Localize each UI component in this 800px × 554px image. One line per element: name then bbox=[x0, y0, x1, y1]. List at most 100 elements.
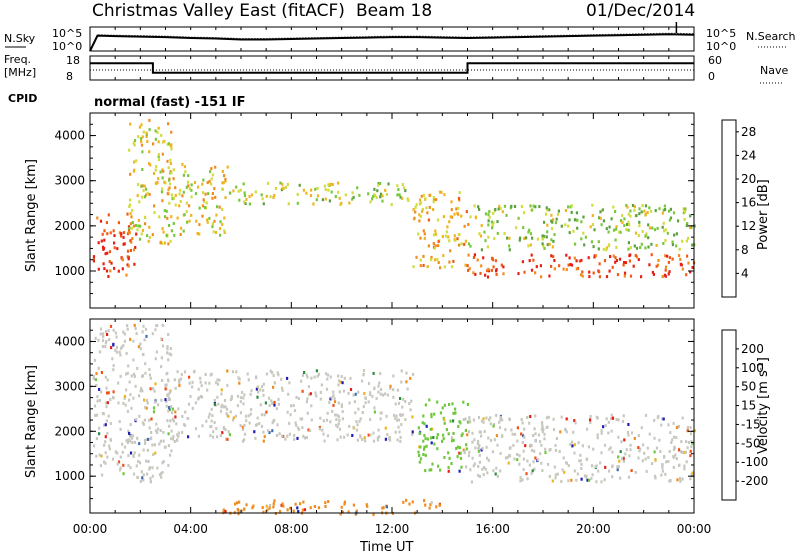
power-cell bbox=[538, 205, 541, 209]
power-cell bbox=[506, 236, 509, 240]
velocity-cell bbox=[241, 425, 244, 429]
velocity-cell bbox=[174, 410, 177, 414]
velocity-cell bbox=[356, 423, 359, 427]
power-cell bbox=[655, 244, 658, 247]
velocity-cell bbox=[229, 410, 232, 414]
velocity-cell bbox=[254, 423, 258, 427]
power-cell bbox=[467, 253, 470, 257]
power-cell bbox=[420, 194, 423, 198]
power-cell bbox=[316, 186, 319, 190]
velocity-cell bbox=[458, 469, 461, 473]
velocity-cell bbox=[119, 455, 122, 459]
velocity-cell bbox=[468, 416, 471, 420]
velocity-cell bbox=[171, 411, 174, 415]
power-cell bbox=[242, 182, 245, 186]
velocity-cell bbox=[564, 428, 567, 432]
velocity-cell bbox=[206, 388, 209, 392]
velocity-cell bbox=[197, 387, 200, 391]
velocity-cell bbox=[287, 392, 290, 396]
velocity-cell bbox=[397, 418, 400, 422]
power-cell bbox=[438, 190, 442, 194]
velocity-cell bbox=[324, 501, 327, 505]
power-cell bbox=[154, 168, 157, 172]
power-cell bbox=[446, 225, 449, 229]
velocity-cell bbox=[349, 376, 352, 380]
velocity-cell bbox=[169, 419, 172, 423]
power-cell bbox=[169, 239, 172, 243]
velocity-cell bbox=[109, 324, 113, 328]
power-cell bbox=[442, 254, 445, 258]
velocity-cell bbox=[121, 442, 124, 446]
power-cell bbox=[687, 236, 690, 240]
power-cell bbox=[491, 226, 494, 230]
power-cell bbox=[128, 148, 131, 152]
power-cell bbox=[153, 211, 156, 215]
velocity-cell bbox=[267, 396, 271, 400]
velocity-cell bbox=[313, 375, 316, 379]
velocity-cell bbox=[611, 464, 614, 468]
velocity-cell bbox=[460, 434, 463, 438]
power-cell bbox=[226, 165, 229, 169]
power-cell bbox=[157, 153, 160, 157]
nsearch-label: N.Search bbox=[746, 30, 796, 43]
power-cell bbox=[450, 215, 454, 219]
power-cell bbox=[206, 181, 209, 185]
power-cell bbox=[219, 220, 222, 224]
velocity-cell bbox=[234, 414, 238, 418]
velocity-cell bbox=[127, 454, 130, 458]
velocity-cell bbox=[137, 345, 140, 349]
velocity-cell bbox=[164, 383, 167, 387]
power-cell bbox=[503, 204, 507, 208]
velocity-cell bbox=[97, 366, 100, 370]
velocity-cell bbox=[153, 389, 156, 393]
velocity-cell bbox=[314, 391, 317, 395]
power-cell bbox=[211, 192, 214, 195]
power-cell bbox=[159, 170, 162, 174]
power-cell bbox=[661, 225, 664, 229]
power-cell bbox=[424, 197, 427, 201]
power-cell bbox=[412, 208, 415, 212]
power-cell bbox=[691, 266, 694, 269]
power-cell bbox=[589, 225, 592, 229]
power-cell bbox=[474, 272, 477, 276]
power-cell bbox=[126, 255, 129, 259]
power-cell bbox=[374, 194, 377, 198]
power-cell bbox=[174, 203, 177, 207]
power-cell bbox=[522, 226, 525, 230]
power-cell bbox=[434, 229, 437, 233]
velocity-cell bbox=[483, 466, 486, 470]
velocity-cell bbox=[341, 410, 344, 414]
velocity-cell bbox=[275, 434, 279, 437]
velocity-cell bbox=[508, 417, 511, 421]
power-cell bbox=[121, 267, 124, 271]
velocity-cell bbox=[178, 381, 181, 385]
velocity-cell bbox=[141, 421, 144, 425]
velocity-cell bbox=[127, 438, 130, 442]
velocity-cell bbox=[458, 451, 461, 455]
power-cell bbox=[379, 195, 382, 199]
power-cell bbox=[218, 227, 222, 231]
velocity-cell bbox=[277, 373, 280, 377]
velocity-cell bbox=[155, 422, 158, 426]
velocity-cell bbox=[228, 433, 231, 437]
velocity-cell bbox=[452, 419, 455, 423]
velocity-cell bbox=[562, 456, 565, 460]
velocity-cell bbox=[462, 400, 465, 404]
velocity-cell bbox=[100, 390, 103, 394]
power-cell bbox=[351, 197, 354, 201]
velocity-cell bbox=[150, 436, 153, 440]
velocity-cell bbox=[219, 409, 223, 413]
power-cell bbox=[554, 221, 558, 225]
power-cell bbox=[434, 232, 438, 236]
power-cell bbox=[591, 203, 594, 207]
power-cell bbox=[298, 183, 301, 187]
velocity-cell bbox=[456, 455, 459, 459]
power-cell bbox=[656, 263, 660, 267]
power-cell bbox=[614, 256, 617, 260]
velocity-cell bbox=[541, 426, 544, 429]
velocity-cell bbox=[95, 454, 98, 458]
power-cell bbox=[612, 228, 616, 232]
power-cell bbox=[197, 185, 200, 189]
power-cell bbox=[166, 216, 169, 220]
